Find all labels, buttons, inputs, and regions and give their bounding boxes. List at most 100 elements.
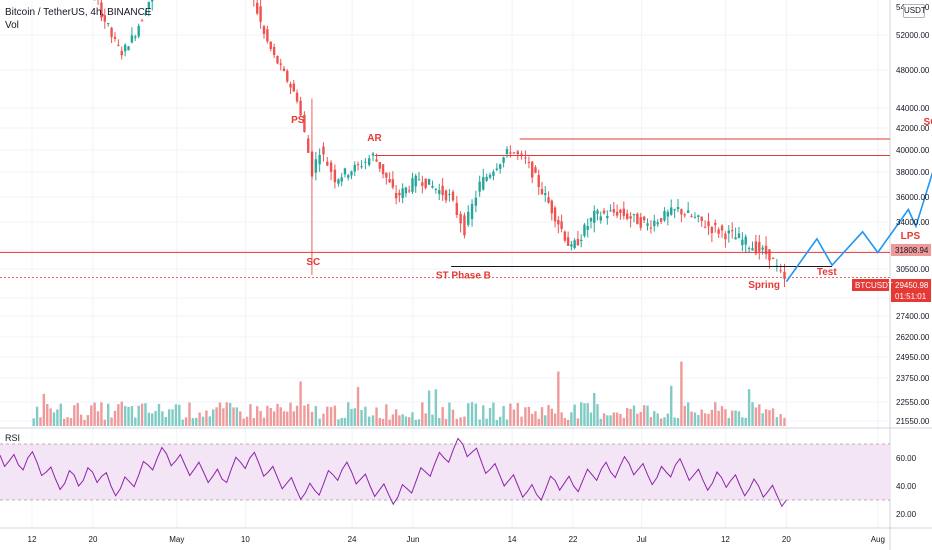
rsi-axis-label: 40.00 (896, 482, 917, 491)
volume-group (32, 361, 786, 426)
candle-body (530, 161, 534, 178)
y-tick-label: 30500.00 (896, 265, 930, 274)
volume-bar (269, 408, 272, 426)
candle-body (714, 222, 717, 225)
volume-bar (127, 406, 130, 426)
volume-bar (703, 413, 707, 426)
volume-bar (59, 403, 62, 426)
countdown-text: 01:51:01 (895, 292, 927, 301)
volume-bar (563, 417, 567, 426)
candle-body (269, 41, 272, 50)
x-tick-label: Jul (636, 535, 646, 544)
volume-bar (103, 419, 107, 426)
annotation-label: Test (817, 267, 837, 278)
candle-body (730, 230, 734, 232)
volume-bar (451, 409, 455, 426)
volume-bar (242, 418, 245, 426)
candle-body (516, 151, 519, 154)
candle-body (583, 224, 586, 236)
rsi-axis-label: 20.00 (896, 510, 917, 519)
candle-body (700, 216, 703, 222)
candle-body (573, 240, 576, 249)
candle-body (444, 190, 448, 201)
candle-body (737, 233, 741, 238)
volume-bar (46, 403, 49, 426)
candle-body (127, 46, 130, 51)
volume-bar (367, 416, 371, 426)
volume-bar (76, 403, 79, 426)
rsi-band (0, 444, 890, 500)
volume-bar (673, 417, 676, 426)
candle-body (509, 152, 512, 154)
volume-bar (232, 407, 235, 426)
volume-bar (256, 406, 259, 426)
volume-bar (775, 417, 779, 426)
candle-body (451, 191, 455, 201)
candle-body (646, 223, 649, 226)
volume-bar (570, 412, 573, 426)
candle-body (427, 178, 431, 185)
volume-bar (478, 419, 481, 426)
candle-body (758, 242, 761, 252)
volume-bar (656, 413, 659, 426)
volume-bar (198, 412, 201, 426)
volume-bar (502, 405, 505, 426)
annotation-label: AR (367, 133, 382, 144)
volume-bar (56, 409, 59, 426)
volume-bar (245, 416, 249, 426)
candle-body (120, 50, 123, 56)
volume-bar (636, 413, 639, 426)
annotation-label: ST Phase B (436, 271, 491, 282)
candle-body (314, 159, 318, 173)
y-tick-label: 36000.00 (896, 193, 930, 202)
volume-bar (310, 411, 314, 426)
volume-bar (697, 415, 700, 426)
volume-bar (741, 417, 744, 426)
volume-bar (666, 413, 670, 426)
volume-bar (144, 403, 147, 426)
candle-body (720, 225, 724, 231)
countdown-bg (891, 291, 931, 302)
candle-body (356, 164, 360, 166)
x-tick-label: 22 (569, 535, 578, 544)
candle-body (353, 164, 356, 172)
candle-body (485, 176, 488, 181)
volume-bar (343, 417, 347, 426)
volume-bar (83, 419, 86, 426)
volume-bar (700, 409, 703, 426)
volume-bar (371, 415, 375, 426)
volume-bar (110, 417, 113, 426)
volume-bar (431, 414, 434, 426)
volume-bar (693, 412, 697, 426)
candle-body (262, 26, 266, 34)
volume-bar (612, 412, 616, 426)
currency-badge[interactable]: USDT (903, 4, 926, 18)
candle-body (417, 179, 421, 181)
candle-body (340, 177, 343, 182)
candle-body (459, 213, 462, 224)
candle-body (724, 233, 727, 240)
candle-body (754, 241, 758, 254)
volume-bar (32, 418, 35, 426)
candle-body (703, 226, 707, 228)
volume-bar (279, 407, 282, 426)
volume-bar (356, 387, 360, 426)
volume-bar (73, 405, 76, 426)
volume-bar (566, 419, 570, 426)
volume-bar (485, 418, 488, 426)
x-tick-label: 10 (241, 535, 250, 544)
candle-body (292, 83, 296, 92)
candle-body (550, 200, 553, 214)
candle-body (333, 169, 337, 183)
volume-bar (391, 414, 395, 426)
volume-bar (120, 401, 123, 426)
candle-body (329, 162, 333, 172)
volume-bar (474, 403, 478, 426)
candle-body (100, 2, 103, 18)
candle-body (602, 210, 606, 214)
volume-bar (463, 416, 466, 426)
volume-bar (318, 418, 321, 426)
volume-bar (411, 412, 414, 426)
volume-bar (488, 408, 492, 426)
